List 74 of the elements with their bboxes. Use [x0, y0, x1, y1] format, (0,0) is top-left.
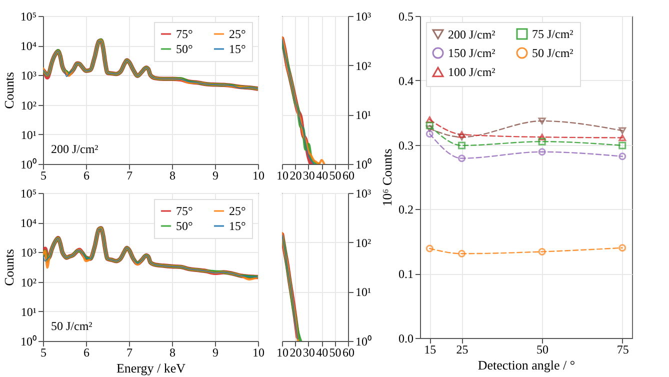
legend-label: 25° [229, 27, 246, 41]
y-tick-label: 10⁰ [356, 158, 372, 172]
x-tick-label: 10 [252, 168, 264, 182]
x-tick-label: 9 [212, 168, 218, 182]
x-tick-label: 30 [302, 168, 315, 182]
x-tick-label: 50 [329, 346, 342, 360]
legend-label: 150 J/cm² [448, 46, 496, 60]
annotation: 50 J/cm² [51, 319, 93, 333]
x-tick-label: 8 [170, 168, 176, 182]
legend-label: 50° [176, 42, 193, 56]
legend-label: 15° [229, 42, 246, 56]
y-tick-label: 10³ [356, 10, 372, 24]
x-tick-label: 25 [456, 342, 468, 356]
x-tick-label: 40 [316, 346, 328, 360]
y-tick-label: 10¹ [356, 285, 372, 300]
legend-label: 75° [176, 204, 193, 218]
legend-label: 75 J/cm² [532, 27, 574, 41]
y-tick-label: 10⁰ [356, 334, 372, 348]
legend-label: 75° [176, 27, 193, 41]
y-tick-label: 10³ [356, 186, 372, 200]
y-axis-title: Counts [1, 249, 16, 286]
x-tick-label: 20 [290, 346, 302, 360]
x-tick-label: 6 [84, 346, 90, 360]
x-tick-label: 10 [276, 346, 288, 360]
x-tick-label: 7 [126, 346, 132, 360]
y-tick-label: 0.1 [398, 267, 414, 282]
y-tick-label: 10⁰ [20, 158, 36, 172]
y-tick-label: 0.4 [398, 74, 414, 88]
x-tick-label: 6 [84, 168, 90, 182]
y-tick-label: 10² [20, 275, 37, 290]
x-tick-label: 40 [316, 168, 328, 182]
y-tick-label: 10⁵ [20, 10, 36, 24]
x-tick-label: 9 [212, 346, 218, 360]
y-tick-label: 10¹ [356, 108, 372, 122]
x-tick-label: 10 [276, 168, 288, 182]
x-tick-label: 10 [252, 346, 264, 360]
x-tick-label: 60 [342, 346, 354, 360]
x-tick-label: 50 [536, 342, 549, 356]
legend-label: 100 J/cm² [448, 65, 496, 79]
y-tick-label: 10² [356, 236, 372, 250]
x-axis-title: Detection angle / ° [478, 358, 576, 372]
y-tick-label: 10⁴ [20, 216, 36, 230]
y-tick-label: 10⁰ [20, 334, 36, 348]
legend-label: 50 J/cm² [532, 46, 574, 60]
y-axis-title: Counts [1, 72, 16, 109]
y-axis-title: 10⁶ Counts [380, 148, 394, 206]
x-tick-label: 7 [126, 168, 132, 182]
y-tick-label: 0.3 [398, 138, 414, 152]
y-tick-label: 10² [356, 58, 372, 73]
x-tick-label: 15 [424, 342, 436, 356]
y-tick-label: 10³ [20, 68, 37, 83]
legend-label: 200 J/cm² [448, 27, 496, 42]
legend-label: 25° [229, 204, 246, 218]
x-axis-title: Energy / keV [116, 360, 186, 376]
x-tick-label: 60 [342, 168, 354, 182]
legend-label: 15° [229, 219, 246, 233]
y-tick-label: 10³ [20, 246, 37, 260]
y-tick-label: 10⁴ [20, 39, 36, 54]
y-tick-label: 0.2 [398, 202, 414, 217]
y-tick-label: 10² [20, 98, 37, 112]
y-tick-label: 10¹ [20, 128, 37, 142]
x-tick-label: 75 [616, 342, 629, 356]
x-tick-label: 5 [40, 346, 46, 360]
y-tick-label: 0.0 [398, 332, 414, 346]
x-tick-label: 50 [329, 168, 342, 182]
y-tick-label: 10⁵ [20, 186, 36, 200]
y-tick-label: 0.5 [398, 10, 414, 24]
legend-label: 50° [176, 219, 193, 233]
x-tick-label: 8 [170, 346, 176, 360]
x-tick-label: 30 [302, 346, 315, 360]
annotation: 200 J/cm² [51, 142, 99, 156]
y-tick-label: 10¹ [20, 304, 37, 319]
x-tick-label: 5 [40, 168, 46, 182]
x-tick-label: 20 [290, 168, 302, 182]
